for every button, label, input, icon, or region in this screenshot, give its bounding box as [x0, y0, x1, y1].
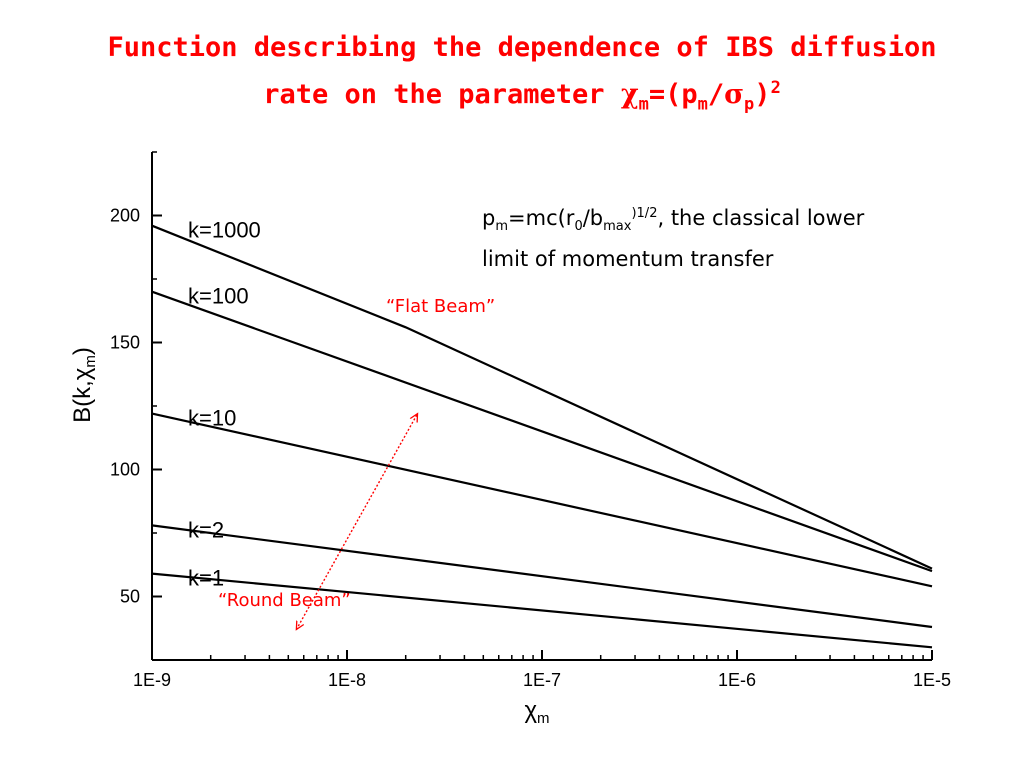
note-sub-m: m [495, 219, 509, 235]
note-p: p [482, 206, 496, 230]
chi-symbol: χ [620, 79, 639, 110]
series-line-k-2 [151, 524, 933, 629]
x-tick-label: 1E-6 [718, 670, 756, 690]
pm-definition-note: pm=mc(r0/bmax)1/2, the classical lower l… [482, 198, 1002, 275]
x-tick-label: 1E-7 [523, 670, 561, 690]
y-axis-label: B(k,χm) [69, 347, 99, 423]
y-tick-label: 50 [120, 587, 140, 607]
note-slash-b: /b [582, 206, 604, 230]
x-tick-label: 1E-5 [913, 670, 951, 690]
flat-beam-annotation: “Flat Beam” [386, 296, 496, 317]
note-sub-max: max [603, 219, 632, 235]
note-rest: , the classical lower [657, 206, 865, 230]
annotation-layer [296, 414, 417, 630]
x-axis-label: χm [524, 697, 549, 727]
title-sup-2: 2 [770, 78, 781, 98]
title-mid: =(p [648, 79, 698, 110]
title-line-2: rate on the parameter χm=(pm/σp)2 [40, 68, 1004, 124]
title-sub-m: m [638, 94, 649, 115]
y-tick-label: 200 [110, 206, 140, 226]
y-tick-label: 100 [110, 460, 140, 480]
series-label-k-1000: k=1000 [188, 218, 261, 243]
title-line-1: Function describing the dependence of IB… [107, 32, 937, 63]
y-axis-label-close: ) [69, 347, 96, 355]
x-axis-label-sub: m [537, 710, 550, 727]
title-sub-p: p [744, 94, 755, 115]
series-label-k-2: k=2 [188, 517, 224, 542]
series-line-k-1000 [151, 224, 933, 570]
flat-round-arrow [296, 414, 417, 630]
series-label-k-1: k=1 [188, 566, 224, 591]
title-line-2-prefix: rate on the parameter [263, 79, 621, 110]
note-eq: =mc(r [508, 206, 575, 230]
x-axis-label-base: χ [524, 697, 537, 724]
series-label-k-100: k=100 [188, 284, 249, 309]
title-close: ) [754, 79, 771, 110]
slide-title: Function describing the dependence of IB… [40, 28, 1004, 124]
y-axis-label-sub: m [82, 355, 99, 368]
y-tick-label: 150 [110, 333, 140, 353]
title-slash: / [707, 79, 725, 110]
title-sub-m2: m [697, 94, 708, 115]
series: k=1000 k=100 k=10 k=2 k=1 [151, 218, 933, 649]
note-line-2: limit of momentum transfer [482, 247, 774, 272]
series-line-k-100 [151, 290, 933, 573]
note-line-1: pm=mc(r0/bmax)1/2, the classical lower [482, 198, 1002, 243]
series-label-k-10: k=10 [188, 406, 236, 431]
sigma-symbol: σ [724, 79, 745, 110]
series-line-k-1 [151, 572, 933, 649]
y-axis-label-base: B(k,χ [69, 367, 96, 423]
note-sup-half: )1/2 [631, 206, 658, 221]
x-tick-label: 1E-8 [328, 670, 366, 690]
note-sub-0: 0 [574, 219, 583, 235]
ticks: 1E-9 1E-8 1E-7 1E-6 1E-5 50 100 150 200 [110, 151, 951, 690]
x-tick-label: 1E-9 [133, 670, 171, 690]
series-line-k-10 [151, 412, 933, 588]
